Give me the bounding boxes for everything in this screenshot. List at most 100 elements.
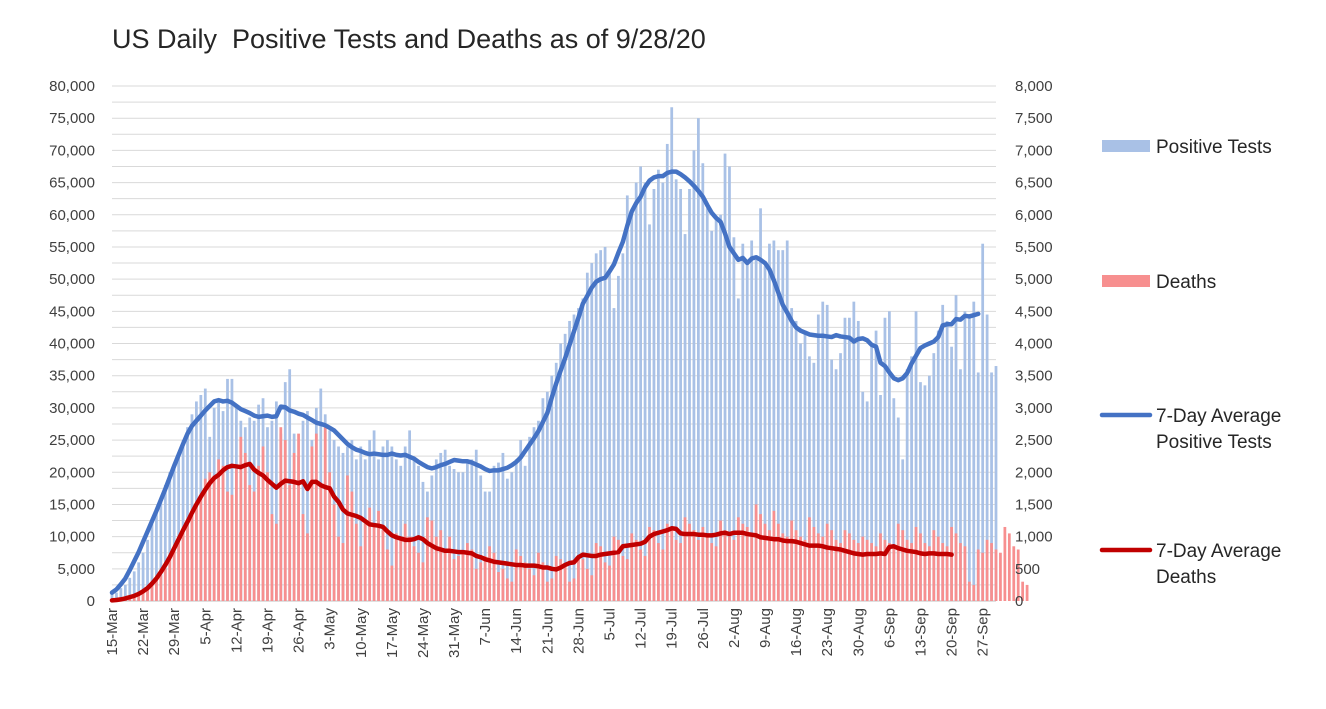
deaths-bar	[825, 523, 829, 601]
deaths-bar	[839, 543, 842, 601]
x-tick-label: 7-Jun	[477, 608, 494, 646]
positive-tests-bar	[888, 311, 891, 601]
positive-tests-bar	[541, 398, 545, 601]
deaths-bar	[590, 575, 594, 601]
positive-tests-bar	[177, 452, 181, 601]
deaths-bar	[759, 514, 762, 601]
positive-tests-bar	[554, 362, 558, 601]
deaths-bar	[368, 507, 372, 601]
y-left-tick-label: 15,000	[49, 496, 95, 513]
positive-tests-bar	[306, 411, 309, 601]
deaths-bar	[865, 539, 869, 601]
deaths-bar	[532, 575, 536, 601]
deaths-bar	[625, 559, 629, 601]
deaths-bar	[474, 568, 478, 601]
deaths-bar	[279, 427, 283, 601]
positive-tests-bar	[577, 308, 580, 601]
deaths-bar	[537, 552, 540, 601]
deaths-bar	[630, 533, 634, 601]
deaths-bar	[790, 520, 794, 601]
positive-tests-bar	[932, 353, 936, 601]
x-tick-label: 26-Jul	[695, 608, 712, 649]
positive-tests-bar	[750, 240, 754, 601]
deaths-bar	[670, 530, 674, 601]
positive-tests-bar	[883, 317, 887, 601]
deaths-bar	[545, 581, 549, 601]
positive-tests-bar	[705, 208, 709, 601]
deaths-bar	[172, 549, 176, 601]
positive-tests-bar	[550, 375, 554, 601]
deaths-bar	[728, 536, 731, 601]
deaths-bar	[816, 533, 820, 601]
positive-tests-bar	[381, 446, 385, 601]
y-right-tick-label: 1,000	[1015, 529, 1053, 546]
positive-tests-bar	[537, 420, 540, 601]
deaths-bar	[239, 436, 243, 601]
deaths-bar	[648, 526, 651, 601]
deaths-bar	[190, 514, 194, 601]
positive-tests-bar	[146, 539, 149, 601]
positive-tests-bar	[270, 420, 274, 601]
deaths-bar	[274, 523, 278, 601]
positive-tests-bar	[745, 263, 749, 601]
positive-tests-bar	[879, 395, 882, 601]
deaths-bar	[323, 423, 327, 601]
positive-tests-bar	[910, 356, 913, 601]
positive-tests-bar	[155, 510, 158, 601]
deaths-bar	[457, 555, 460, 601]
positive-tests-bar	[754, 259, 758, 601]
positive-tests-bar	[163, 485, 167, 601]
positive-tests-bar	[781, 250, 785, 601]
deaths-bar	[390, 565, 394, 601]
positive-tests-bar	[674, 179, 678, 601]
deaths-bar	[354, 523, 358, 601]
y-left-tick-label: 65,000	[49, 175, 95, 192]
positive-tests-bar	[803, 330, 807, 601]
deaths-bar	[163, 568, 167, 601]
deaths-bar	[346, 475, 349, 601]
x-tick-label: 12-Apr	[228, 608, 245, 653]
y-left-tick-label: 80,000	[49, 78, 95, 95]
positive-tests-bar	[457, 472, 460, 601]
deaths-bar	[203, 478, 207, 601]
x-tick-label: 9-Aug	[757, 608, 774, 648]
positive-tests-bar	[861, 391, 865, 601]
deaths-bar	[799, 536, 802, 601]
deaths-bar	[608, 565, 611, 601]
deaths-bar	[497, 572, 500, 601]
deaths-bar	[417, 552, 420, 601]
deaths-bar	[492, 552, 496, 601]
x-tick-label: 27-Sep	[975, 608, 992, 656]
positive-tests-bar	[874, 330, 878, 601]
deaths-bar	[830, 530, 834, 601]
deaths-bar	[1012, 546, 1016, 601]
positive-tests-bar	[927, 375, 931, 601]
deaths-bar	[959, 543, 962, 601]
positive-tests-bar	[501, 452, 505, 601]
deaths-bar	[679, 543, 682, 601]
deaths-bar	[750, 533, 754, 601]
deaths-bar	[732, 539, 736, 601]
avg-deaths-line-group	[109, 461, 954, 603]
positive-tests-bar	[950, 346, 953, 601]
positive-tests-bar	[434, 459, 438, 601]
positive-tests-bar	[594, 253, 598, 601]
deaths-bar	[883, 539, 887, 601]
positive-tests-bar	[181, 440, 185, 601]
deaths-bar	[879, 533, 882, 601]
y-left-tick-label: 10,000	[49, 529, 95, 546]
deaths-bar	[257, 465, 260, 601]
legend-swatch	[1102, 140, 1150, 152]
y-right-tick-label: 6,500	[1015, 175, 1053, 192]
positive-tests-bar	[759, 208, 762, 601]
deaths-bar	[439, 530, 443, 601]
x-tick-label: 19-Apr	[259, 608, 276, 653]
positive-tests-bar	[186, 427, 189, 601]
positive-tests-bar	[870, 343, 873, 601]
y-right-tick-label: 5,500	[1015, 239, 1053, 256]
deaths-bar	[212, 475, 216, 601]
deaths-bar	[528, 568, 531, 601]
deaths-bar	[776, 523, 780, 601]
positive-tests-bar	[608, 269, 611, 601]
